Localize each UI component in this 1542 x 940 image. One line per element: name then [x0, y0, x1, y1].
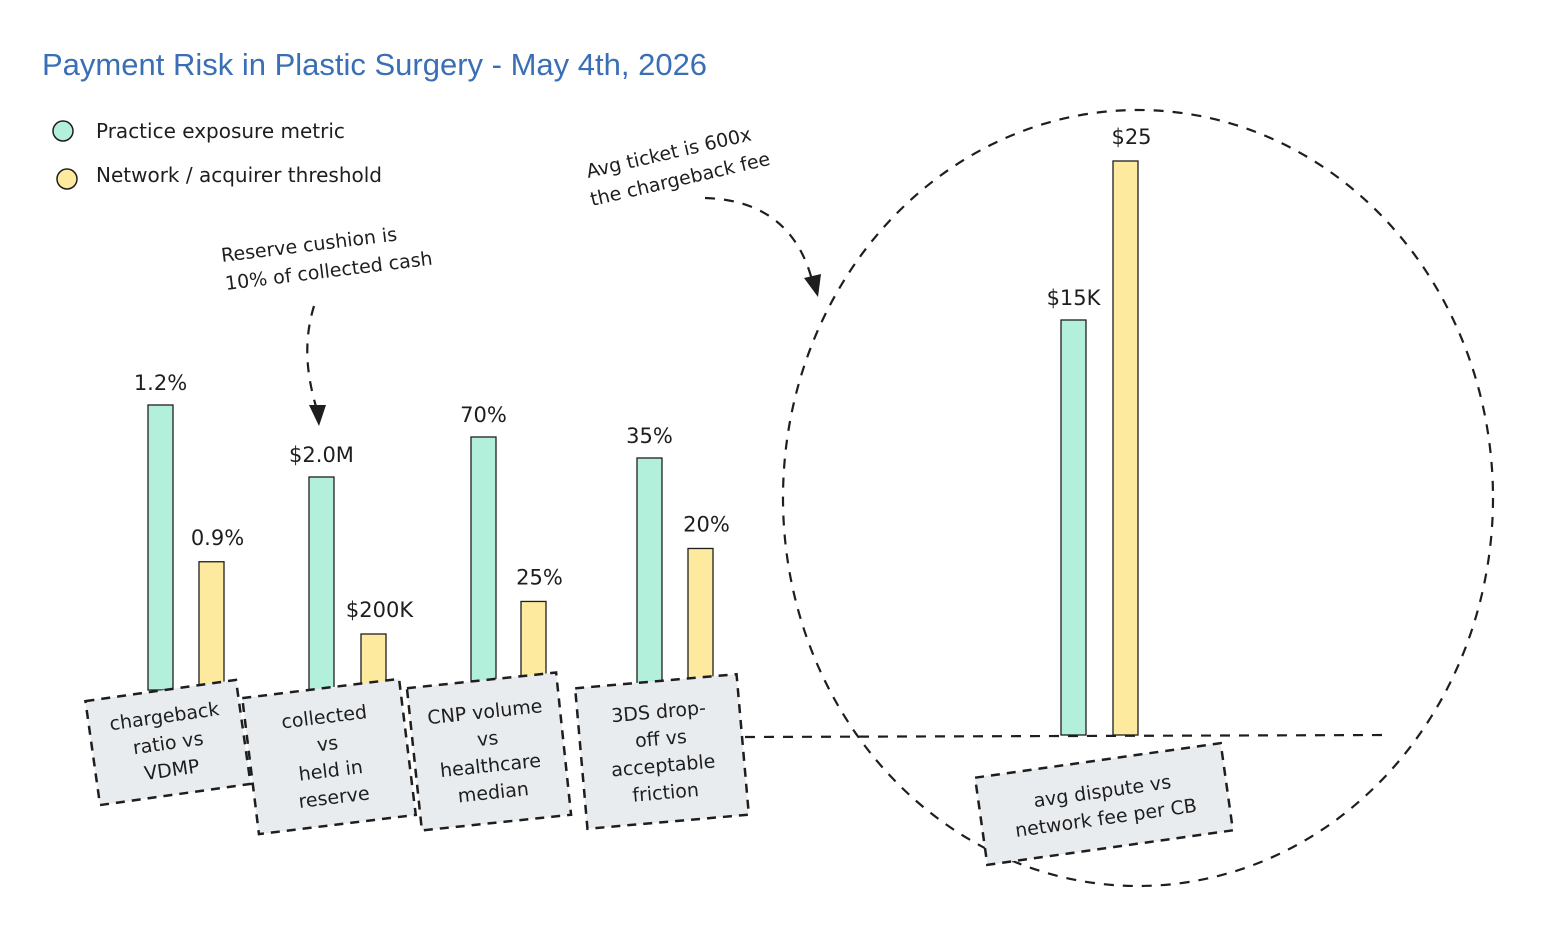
- value-label-metric-5: $15K: [1047, 286, 1102, 310]
- category-box-2: [240, 677, 418, 836]
- annotation-reserve-arrowhead: [309, 405, 326, 426]
- value-label-threshold-1: 0.9%: [191, 526, 244, 550]
- value-label-threshold-2: $200K: [346, 598, 414, 622]
- category-box-1: [84, 678, 252, 807]
- annotation-reserve-arrow: [306, 305, 319, 411]
- bar-metric-1: [147, 404, 174, 691]
- value-label-threshold-3: 25%: [516, 565, 563, 589]
- bar-metric-2: [308, 476, 335, 691]
- value-label-metric-1: 1.2%: [134, 371, 187, 395]
- annotation-reserve: Reserve cushion is 10% of collected cash: [220, 224, 434, 426]
- legend-label-threshold: Network / acquirer threshold: [96, 163, 382, 187]
- legend-swatch-threshold: [56, 168, 78, 190]
- bar-metric-5: [1060, 319, 1087, 736]
- legend-swatch-metric: [52, 120, 74, 142]
- value-label-metric-4: 35%: [626, 424, 673, 448]
- category-label-3-line-2: vs: [476, 727, 499, 751]
- category-label-2-line-2: vs: [316, 732, 340, 756]
- highlight-circle: [781, 108, 1495, 888]
- value-label-metric-2: $2.0M: [289, 443, 354, 467]
- legend-label-metric: Practice exposure metric: [96, 119, 345, 143]
- value-label-threshold-5: $25: [1111, 125, 1151, 149]
- annotation-ticket-arrow: [704, 196, 814, 281]
- value-label-threshold-4: 20%: [683, 512, 730, 536]
- bar-metric-3: [470, 436, 497, 691]
- bar-threshold-1: [198, 561, 225, 691]
- category-box-3: [405, 671, 573, 832]
- chart-title: Payment Risk in Plastic Surgery - May 4t…: [42, 47, 707, 82]
- category-box-5: [973, 741, 1235, 867]
- category-box-4: [573, 672, 751, 831]
- bar-metric-4: [636, 457, 663, 691]
- annotation-ticket: Avg ticket is 600x the chargeback fee: [584, 123, 821, 297]
- category-label-4-line-2: off vs: [634, 726, 688, 752]
- baseline-dashed: [744, 733, 1391, 739]
- annotation-ticket-arrowhead: [804, 274, 821, 297]
- value-label-metric-3: 70%: [460, 403, 507, 427]
- bar-threshold-5: [1112, 160, 1139, 736]
- legend: Practice exposure metric Network / acqui…: [52, 119, 382, 190]
- value-labels-layer: 1.2% 0.9% $2.0M $200K 70% 25% 35% 20% $15K $25: [134, 125, 1152, 622]
- bar-threshold-4: [687, 547, 714, 691]
